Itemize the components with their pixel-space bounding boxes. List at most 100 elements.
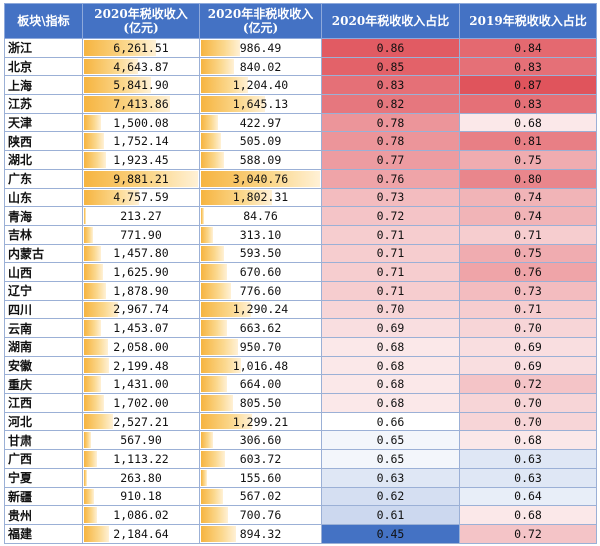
ratio-2020-cell: 0.68 [321,374,460,395]
ratio-2020-cell: 0.86 [321,38,460,58]
header-nontax-2020-title: 2020年非税收收入 [207,7,314,21]
ratio-2019-cell: 0.73 [459,280,597,301]
ratio-2020-cell: 0.78 [321,131,460,152]
tax-2020-value: 1,453.07 [113,321,169,336]
tax-2020-value: 5,841.90 [113,78,169,93]
tax-2020-cell: 1,500.08 [82,112,200,133]
region-cell: 浙江 [4,38,83,58]
ratio-2020-cell: 0.78 [321,112,460,133]
tax-2020-value: 771.90 [120,227,162,242]
tax-2020-value: 7,413.86 [113,96,169,111]
nontax-2020-cell: 663.62 [199,318,322,338]
region-cell: 上海 [4,75,83,96]
nontax-2020-cell: 155.60 [199,467,322,488]
nontax-2020-data-bar [201,40,240,56]
nontax-2020-value: 1,299.21 [232,414,289,429]
ratio-2020-cell: 0.71 [321,280,460,301]
tax-2020-cell: 1,752.14 [82,131,200,152]
nontax-2020-cell: 422.97 [199,112,322,133]
ratio-2019-cell: 0.72 [459,523,597,544]
table-row: 天津 1,500.08 422.97 0.78 0.68 [4,112,597,133]
table-row: 贵州 1,086.02 700.76 0.61 0.68 [4,505,597,525]
tax-2020-cell: 6,261.51 [82,38,200,58]
nontax-2020-cell: 1,802.31 [199,187,322,208]
ratio-2019-cell: 0.83 [459,56,597,77]
tax-2020-cell: 2,967.74 [82,299,200,320]
tax-2020-data-bar [84,170,198,187]
nontax-2020-data-bar [201,133,221,150]
ratio-2019-cell: 0.72 [459,374,597,395]
nontax-2020-cell: 567.02 [199,486,322,507]
nontax-2020-cell: 986.49 [199,38,322,58]
header-nontax-2020-unit: (亿元) [242,21,279,35]
tax-2020-value: 2,527.21 [113,414,169,429]
ratio-2019-cell: 0.83 [459,94,597,114]
table-row: 江苏 7,413.86 1,645.13 0.82 0.83 [4,94,597,114]
tax-2020-cell: 1,878.90 [82,280,200,301]
nontax-2020-data-bar [201,189,272,206]
region-cell: 青海 [4,206,83,226]
nontax-2020-data-bar [201,301,252,318]
nontax-2020-data-bar [201,226,214,243]
nontax-2020-value: 894.32 [239,526,282,541]
nontax-2020-data-bar [201,282,232,299]
nontax-2020-cell: 306.60 [199,430,322,451]
ratio-2019-cell: 0.70 [459,318,597,338]
tax-2020-cell: 1,453.07 [82,318,200,338]
region-cell: 江苏 [4,94,83,114]
nontax-2020-value: 155.60 [239,470,282,485]
nontax-2020-cell: 3,040.76 [199,168,322,189]
tax-2020-cell: 2,199.48 [82,355,200,376]
tax-2020-value: 4,643.87 [113,59,169,74]
tax-2020-data-bar [84,40,157,56]
tax-2020-cell: 771.90 [82,224,200,245]
tax-2020-data-bar [84,525,110,542]
header-row: 板块\指标 2020年税收收入 (亿元) 2020年非税收收入 (亿元) 202… [4,3,597,39]
tax-2020-value: 1,625.90 [113,265,169,280]
ratio-2019-cell: 0.87 [459,75,597,96]
ratio-2019-cell: 0.74 [459,187,597,208]
nontax-2020-data-bar [201,507,229,523]
tax-2020-value: 6,261.51 [113,40,169,55]
header-tax-2020-title: 2020年税收收入 [94,7,188,21]
ratio-2019-cell: 0.68 [459,112,597,133]
tax-2020-data-bar [84,339,108,355]
ratio-2020-cell: 0.71 [321,262,460,282]
nontax-2020-value: 1,016.48 [232,358,289,373]
tax-2020-value: 1,113.22 [113,451,169,466]
tax-2020-data-bar [84,264,103,280]
header-ratio-2020: 2020年税收收入占比 [321,3,460,39]
table-row: 山西 1,625.90 670.60 0.71 0.76 [4,262,597,282]
nontax-2020-value: 567.02 [239,489,282,504]
header-tax-2020-unit: (亿元) [123,21,159,35]
tax-2020-cell: 213.27 [82,206,200,226]
tax-2020-data-bar [84,133,105,150]
header-tax-2020: 2020年税收收入 (亿元) [82,3,200,39]
tax-2020-cell: 910.18 [82,486,200,507]
nontax-2020-value: 950.70 [239,339,282,354]
tax-2020-data-bar [84,413,114,430]
tax-2020-value: 1,431.00 [113,377,169,392]
nontax-2020-value: 313.10 [239,227,282,242]
ratio-2019-cell: 0.71 [459,299,597,320]
nontax-2020-value: 664.00 [239,377,282,392]
region-cell: 云南 [4,318,83,338]
tax-2020-value: 2,967.74 [113,302,169,317]
region-cell: 贵州 [4,505,83,525]
nontax-2020-cell: 776.60 [199,280,322,301]
ratio-2019-cell: 0.80 [459,168,597,189]
tax-2020-value: 1,752.14 [113,134,169,149]
nontax-2020-cell: 84.76 [199,206,322,226]
ratio-2020-cell: 0.82 [321,94,460,114]
tax-2020-cell: 567.90 [82,430,200,451]
ratio-2019-cell: 0.68 [459,430,597,451]
tax-2020-value: 1,923.45 [113,152,169,167]
region-cell: 广西 [4,449,83,469]
ratio-2019-cell: 0.69 [459,337,597,357]
region-cell: 河北 [4,411,83,432]
nontax-2020-data-bar [201,525,236,542]
nontax-2020-data-bar [201,170,320,187]
ratio-2019-cell: 0.81 [459,131,597,152]
region-cell: 新疆 [4,486,83,507]
table-row: 广东 9,881.21 3,040.76 0.76 0.80 [4,168,597,189]
